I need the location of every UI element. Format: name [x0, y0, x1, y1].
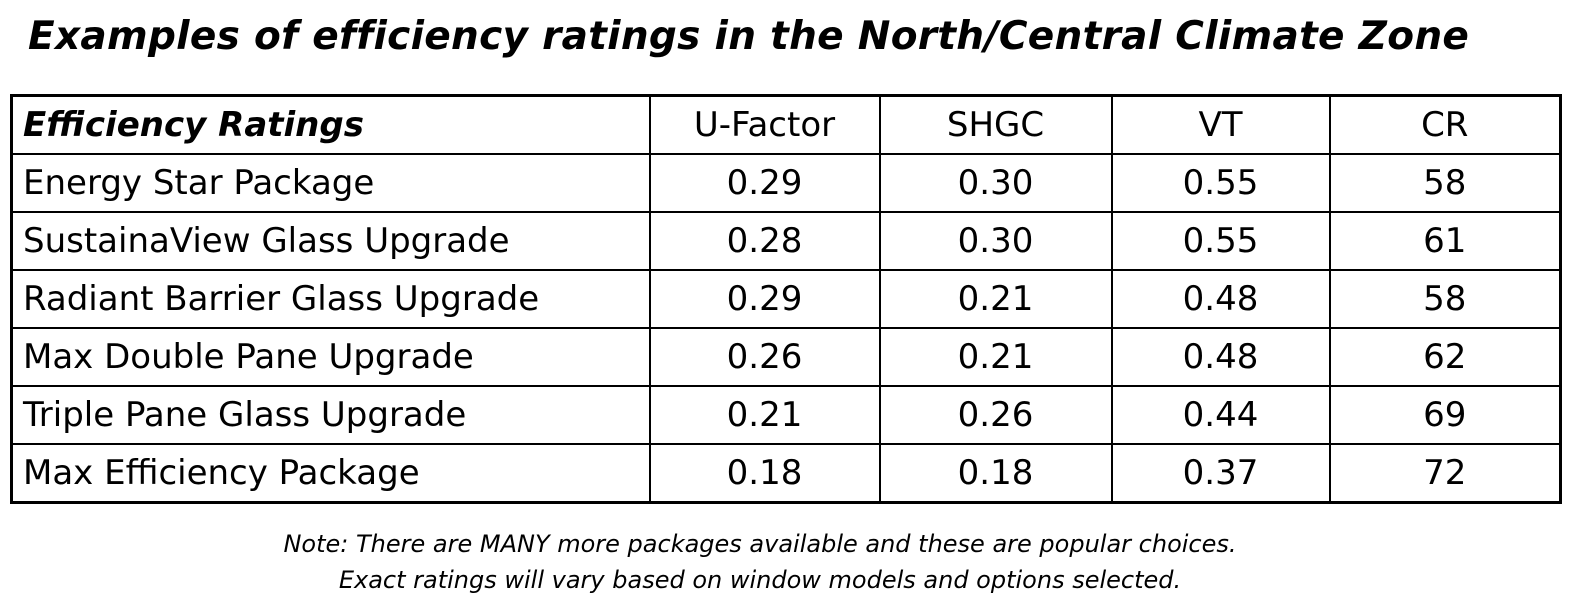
row-label: SustainaView Glass Upgrade [10, 211, 651, 271]
table-row: Triple Pane Glass Upgrade 0.21 0.26 0.44 69 [10, 385, 1562, 445]
cell: 0.55 [1110, 153, 1331, 213]
cell: CR [1328, 94, 1562, 155]
row-label: Triple Pane Glass Upgrade [10, 385, 651, 445]
cell: 0.18 [648, 443, 881, 504]
cell: 0.44 [1110, 385, 1331, 445]
cell: 0.26 [878, 385, 1113, 445]
cell: 61 [1328, 211, 1562, 271]
table-row: SustainaView Glass Upgrade 0.28 0.30 0.55 61 [10, 211, 1562, 271]
ratings-table: Efficiency Ratings U-Factor SHGC VT CR Energy… [10, 94, 1562, 504]
cell: 58 [1328, 269, 1562, 329]
table-row: Max Efficiency Package 0.18 0.18 0.37 72 [10, 443, 1562, 504]
title: Examples of efficiency ratings in the No… [28, 14, 1470, 59]
cell: U-Factor [648, 94, 881, 155]
cell: VT [1110, 94, 1331, 155]
cell: 0.29 [648, 269, 881, 329]
cell: 0.29 [648, 153, 881, 213]
row-label: Energy Star Package [10, 153, 651, 213]
cell: 72 [1328, 443, 1562, 504]
cell: 0.21 [648, 385, 881, 445]
table-row: Energy Star Package 0.29 0.30 0.55 58 [10, 153, 1562, 213]
cell: 0.26 [648, 327, 881, 387]
cell: 0.18 [878, 443, 1113, 504]
row-label: Efficiency Ratings [10, 94, 651, 155]
cell: SHGC [878, 94, 1113, 155]
cell: 0.30 [878, 153, 1113, 213]
cell: 0.28 [648, 211, 881, 271]
note: Exact ratings will vary based on window … [338, 566, 1182, 594]
cell: 0.37 [1110, 443, 1331, 504]
cell: 58 [1328, 153, 1562, 213]
cell: 62 [1328, 327, 1562, 387]
table-row: Max Double Pane Upgrade 0.26 0.21 0.48 62 [10, 327, 1562, 387]
row-label: Max Efficiency Package [10, 443, 651, 504]
cell: 0.30 [878, 211, 1113, 271]
cell: 0.55 [1110, 211, 1331, 271]
cell: 0.48 [1110, 269, 1331, 329]
cell: 0.21 [878, 327, 1113, 387]
cell: 69 [1328, 385, 1562, 445]
row-label: Radiant Barrier Glass Upgrade [10, 269, 651, 329]
header-row: Efficiency Ratings U-Factor SHGC VT CR [10, 94, 1562, 155]
table-row: Radiant Barrier Glass Upgrade 0.29 0.21 0.4… [10, 269, 1562, 329]
note: Note: There are MANY more packages avail… [283, 530, 1237, 558]
cell: 0.21 [878, 269, 1113, 329]
row-label: Max Double Pane Upgrade [10, 327, 651, 387]
cell: 0.48 [1110, 327, 1331, 387]
